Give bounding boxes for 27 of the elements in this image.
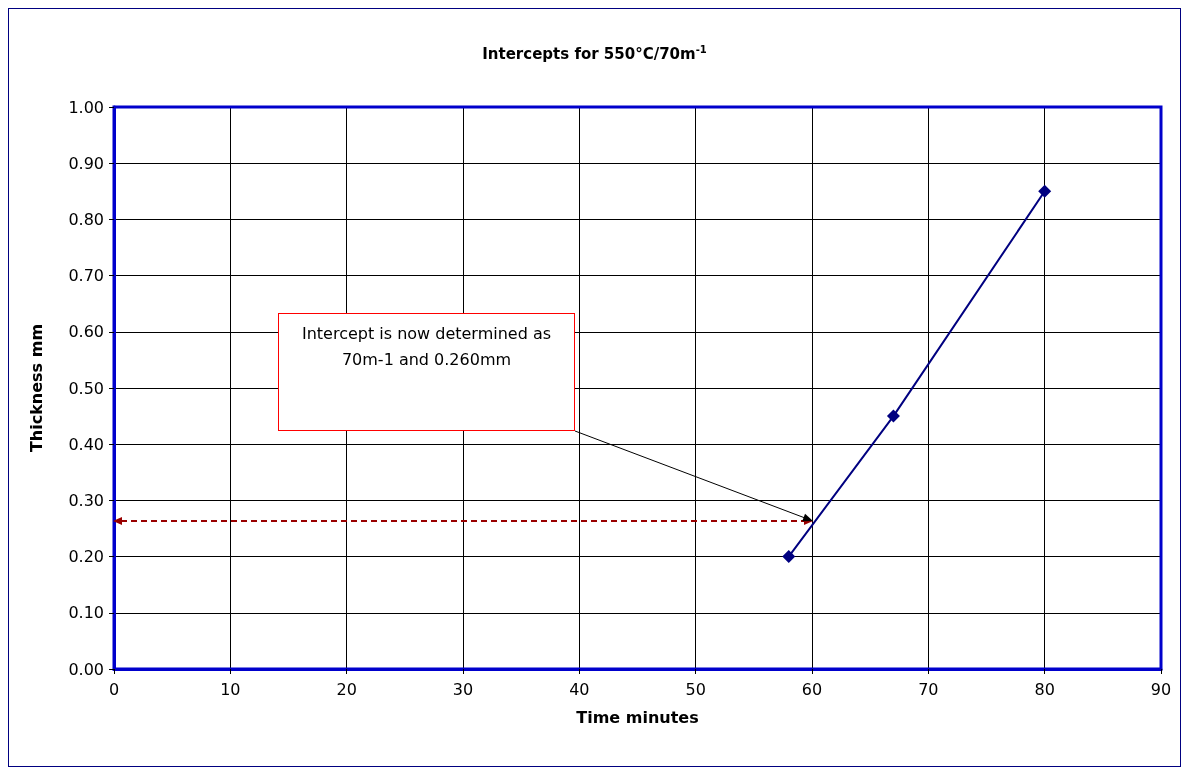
y-tick-label: 0.00 bbox=[68, 659, 104, 679]
x-tick-label: 10 bbox=[220, 679, 241, 699]
y-tick-label: 0.40 bbox=[68, 434, 104, 454]
x-tick-label: 60 bbox=[801, 679, 823, 699]
point bbox=[886, 409, 900, 423]
x-tick-label: 20 bbox=[336, 679, 357, 699]
x-tick-label: 50 bbox=[685, 679, 706, 699]
x-axis-title: Time minutes bbox=[576, 707, 699, 727]
y-tick-label: 0.70 bbox=[68, 266, 104, 286]
point bbox=[782, 550, 796, 564]
x-tick-label: 70 bbox=[918, 679, 939, 699]
y-tick-label: 0.50 bbox=[68, 378, 104, 398]
y-tick-label: 0.80 bbox=[68, 209, 104, 229]
x-tick-label: 30 bbox=[452, 679, 474, 699]
y-tick-label: 0.60 bbox=[68, 322, 104, 342]
x-tick-label: 80 bbox=[1034, 679, 1055, 699]
x-tick-label: 0 bbox=[108, 679, 120, 699]
y-tick-label: 0.20 bbox=[68, 547, 104, 567]
y-tick-label: 1.00 bbox=[68, 97, 104, 117]
annotation: Intercept is now determined as 70m-1 and 0.260mm bbox=[300, 323, 553, 371]
y-tick-label: 0.90 bbox=[68, 153, 104, 173]
point bbox=[1038, 184, 1052, 198]
y-tick-label: 0.10 bbox=[68, 603, 104, 623]
x-tick-label: 40 bbox=[569, 679, 590, 699]
y-axis-title: Thickness mm bbox=[26, 323, 46, 453]
x-tick-label: 90 bbox=[1150, 679, 1172, 699]
y-tick-label: 0.30 bbox=[68, 490, 104, 510]
